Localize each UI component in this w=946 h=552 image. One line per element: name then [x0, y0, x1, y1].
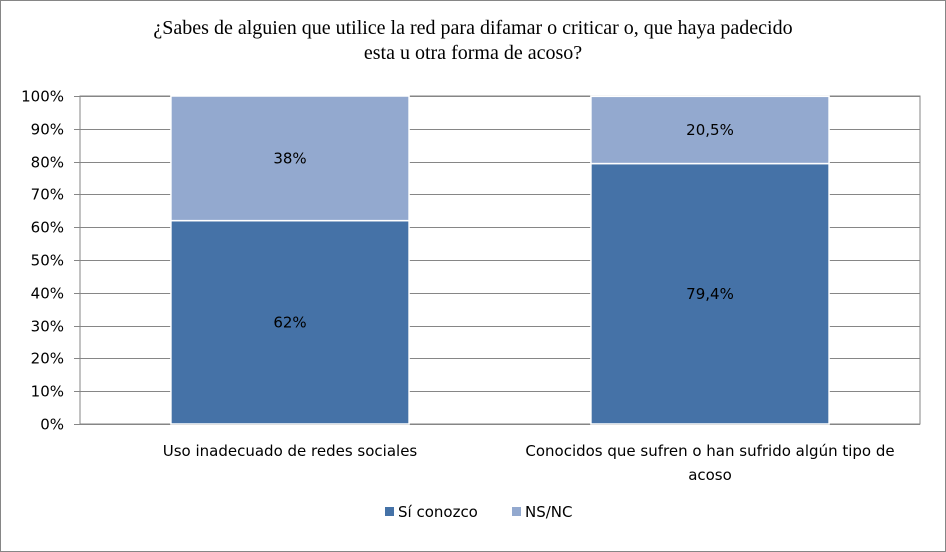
- bar-segment: [170, 219, 410, 425]
- y-tick-label: 50%: [31, 252, 64, 270]
- bar-segment: [590, 162, 830, 425]
- y-tick-label: 0%: [40, 416, 64, 434]
- bar-segment: [590, 95, 830, 165]
- data-label: 20,5%: [686, 121, 734, 139]
- y-tick-label: 90%: [31, 121, 64, 139]
- legend-swatch: [512, 507, 521, 516]
- x-category-label: Conocidos que sufren o han sufrido algún…: [525, 442, 894, 460]
- data-label: 62%: [273, 313, 306, 331]
- y-tick-label: 80%: [31, 154, 64, 172]
- legend-label: Sí conozco: [398, 503, 478, 521]
- bar-segment: [170, 95, 410, 222]
- y-tick-label: 70%: [31, 186, 64, 204]
- chart-title: ¿Sabes de alguien que utilice la red par…: [80, 16, 866, 66]
- y-tick-label: 10%: [31, 383, 64, 401]
- chart-title-line-2: esta u otra forma de acoso?: [363, 42, 583, 64]
- x-category-label: Uso inadecuado de redes sociales: [163, 442, 418, 460]
- legend-swatch: [385, 507, 394, 516]
- legend-label: NS/NC: [525, 503, 573, 521]
- data-label: 38%: [273, 149, 306, 167]
- y-tick-label: 100%: [21, 88, 64, 106]
- y-tick-label: 30%: [31, 318, 64, 336]
- y-tick-label: 40%: [31, 285, 64, 303]
- y-tick-label: 20%: [31, 350, 64, 368]
- data-label: 79,4%: [686, 285, 734, 303]
- chart-title-line-1: ¿Sabes de alguien que utilice la red par…: [153, 17, 793, 39]
- y-tick-label: 60%: [31, 219, 64, 237]
- x-category-label: acoso: [688, 466, 732, 484]
